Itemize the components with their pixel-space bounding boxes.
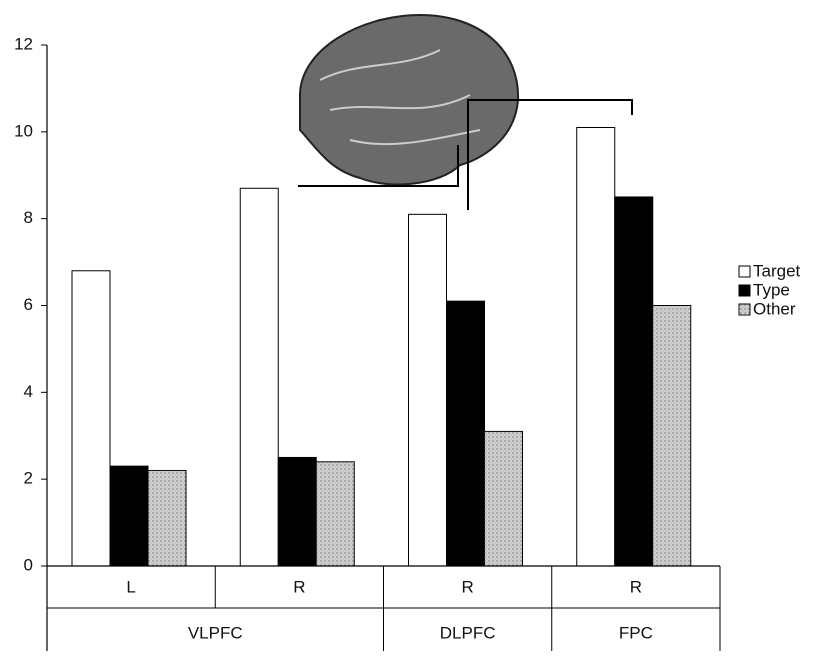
x-tick-label: R bbox=[630, 577, 642, 596]
legend-label: Other bbox=[753, 299, 796, 318]
group-label: DLPFC bbox=[440, 623, 496, 642]
bar bbox=[447, 301, 485, 566]
y-tick-label: 0 bbox=[24, 555, 33, 574]
bar-texture bbox=[653, 306, 691, 567]
bar-texture bbox=[485, 431, 523, 566]
bar bbox=[240, 188, 278, 566]
bar bbox=[409, 214, 447, 566]
group-label: VLPFC bbox=[188, 623, 243, 642]
y-tick-label: 4 bbox=[24, 382, 33, 401]
bar bbox=[278, 457, 316, 566]
x-tick-label: R bbox=[461, 577, 473, 596]
bar-texture bbox=[316, 462, 354, 566]
bar bbox=[72, 271, 110, 566]
bar bbox=[110, 466, 148, 566]
bar bbox=[615, 197, 653, 566]
y-tick-label: 10 bbox=[14, 121, 33, 140]
x-tick-label: L bbox=[126, 577, 135, 596]
chart: 0 2 4 6 8 10 12 L R R R VLPFC DLPFC FPC TargetTypeOthe… bbox=[0, 0, 825, 651]
legend-swatch bbox=[739, 266, 750, 277]
bar-texture bbox=[148, 470, 186, 566]
y-tick-label: 2 bbox=[24, 469, 33, 488]
legend-label: Type bbox=[753, 280, 790, 299]
y-tick-label: 6 bbox=[24, 295, 33, 314]
y-tick-label: 8 bbox=[24, 208, 33, 227]
x-tick-label: R bbox=[293, 577, 305, 596]
bar bbox=[577, 127, 615, 566]
legend-swatch bbox=[739, 285, 750, 296]
legend-texture bbox=[739, 304, 750, 315]
legend-label: Target bbox=[753, 261, 801, 280]
group-label: FPC bbox=[619, 623, 653, 642]
y-tick-label: 12 bbox=[14, 34, 33, 53]
